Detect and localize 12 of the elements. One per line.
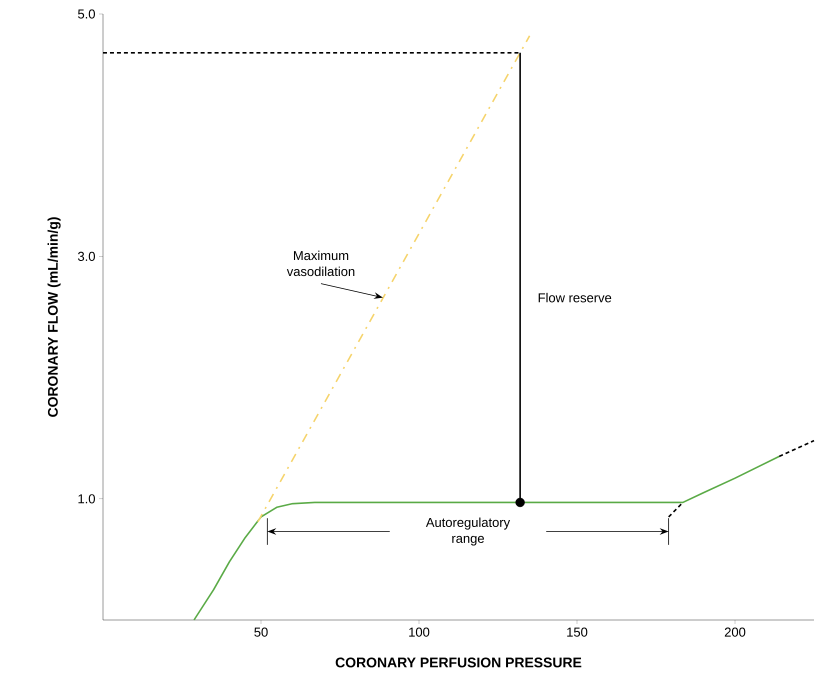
annotation: Autoregulatory range — [426, 518, 510, 546]
x-tick-label: 100 — [409, 628, 430, 637]
x-axis-title: CORONARY PERFUSION PRESSURE — [336, 658, 582, 668]
y-tick-label: 3.0 — [78, 252, 95, 261]
x-tick-label: 150 — [567, 628, 588, 637]
y-tick-label: 1.0 — [78, 494, 95, 504]
x-tick-label: 200 — [724, 628, 746, 637]
x-tick-label: 50 — [254, 628, 268, 637]
annotation: Maximum vasodilation — [286, 250, 354, 276]
annotation: Flow reserve — [538, 292, 612, 302]
y-axis-title: CORONARY FLOW (mL/min/g) — [48, 217, 61, 417]
y-tick-label: 5.0 — [78, 9, 95, 19]
